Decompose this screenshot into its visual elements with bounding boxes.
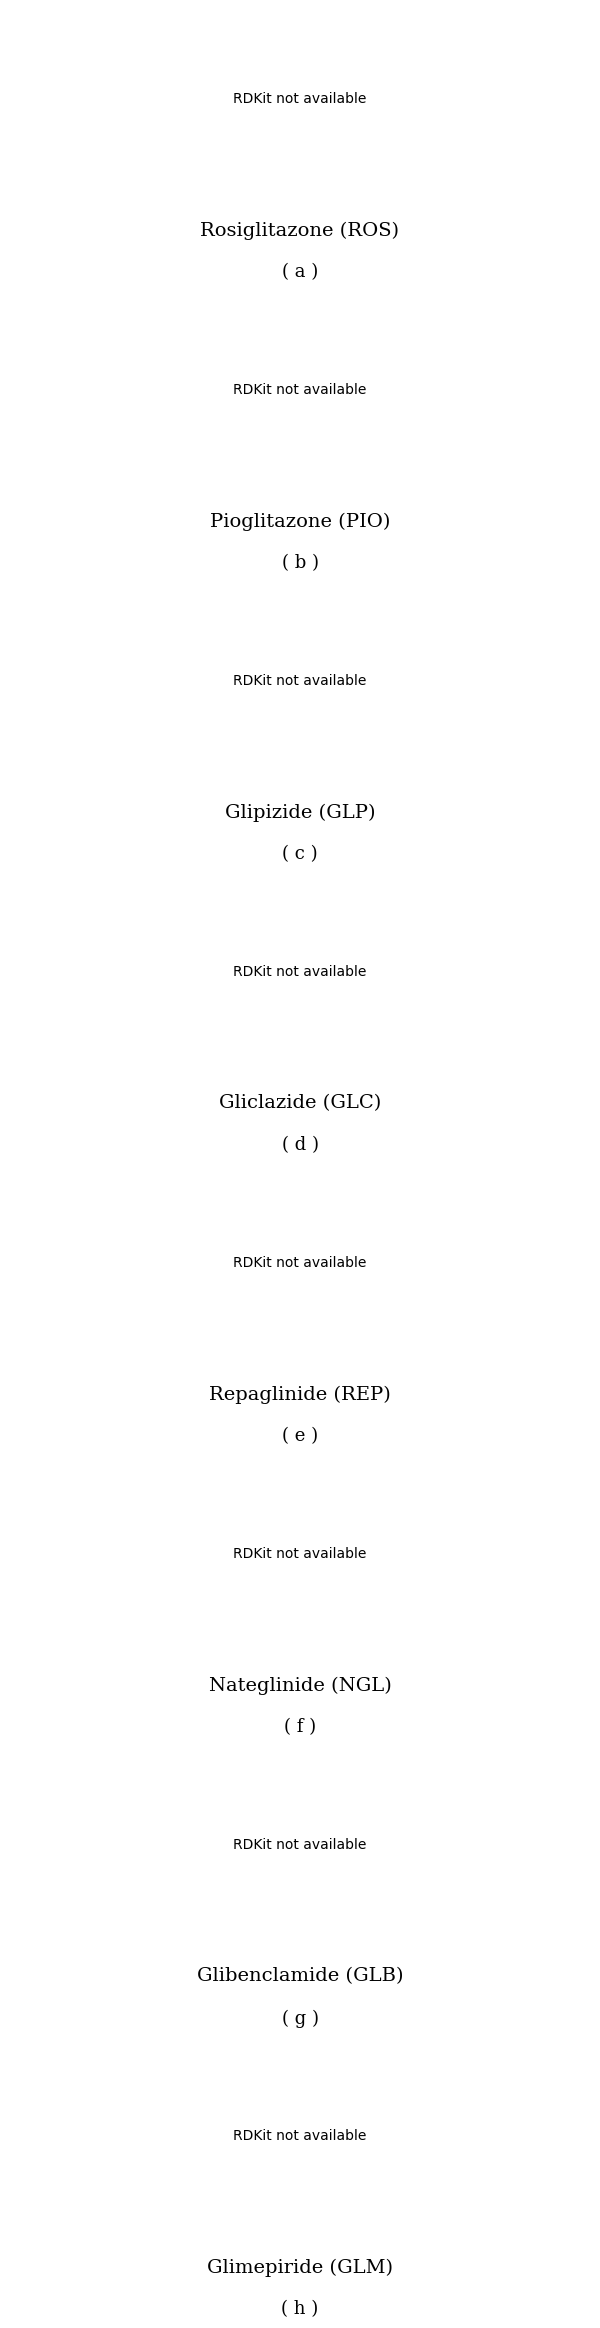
Text: RDKit not available: RDKit not available <box>233 964 367 980</box>
Text: Glibenclamide (GLB): Glibenclamide (GLB) <box>197 1967 403 1986</box>
Text: Gliclazide (GLC): Gliclazide (GLC) <box>219 1094 381 1113</box>
Text: RDKit not available: RDKit not available <box>233 673 367 689</box>
Text: RDKit not available: RDKit not available <box>233 2128 367 2144</box>
Text: Rosiglitazone (ROS): Rosiglitazone (ROS) <box>200 221 400 240</box>
Text: ( h ): ( h ) <box>281 2300 319 2319</box>
Text: RDKit not available: RDKit not available <box>233 382 367 398</box>
Text: RDKit not available: RDKit not available <box>233 91 367 107</box>
Text: Nateglinide (NGL): Nateglinide (NGL) <box>209 1676 391 1695</box>
Text: ( f ): ( f ) <box>284 1718 316 1737</box>
Text: ( a ): ( a ) <box>282 263 318 282</box>
Text: Repaglinide (REP): Repaglinide (REP) <box>209 1385 391 1404</box>
Text: ( b ): ( b ) <box>281 554 319 573</box>
Text: RDKit not available: RDKit not available <box>233 1546 367 1562</box>
Text: Pioglitazone (PIO): Pioglitazone (PIO) <box>210 512 390 531</box>
Text: ( d ): ( d ) <box>281 1136 319 1155</box>
Text: ( g ): ( g ) <box>281 2009 319 2028</box>
Text: RDKit not available: RDKit not available <box>233 1837 367 1853</box>
Text: Glimepiride (GLM): Glimepiride (GLM) <box>207 2258 393 2277</box>
Text: ( e ): ( e ) <box>282 1427 318 1446</box>
Text: ( c ): ( c ) <box>282 845 318 864</box>
Text: RDKit not available: RDKit not available <box>233 1255 367 1271</box>
Text: Glipizide (GLP): Glipizide (GLP) <box>225 803 375 822</box>
